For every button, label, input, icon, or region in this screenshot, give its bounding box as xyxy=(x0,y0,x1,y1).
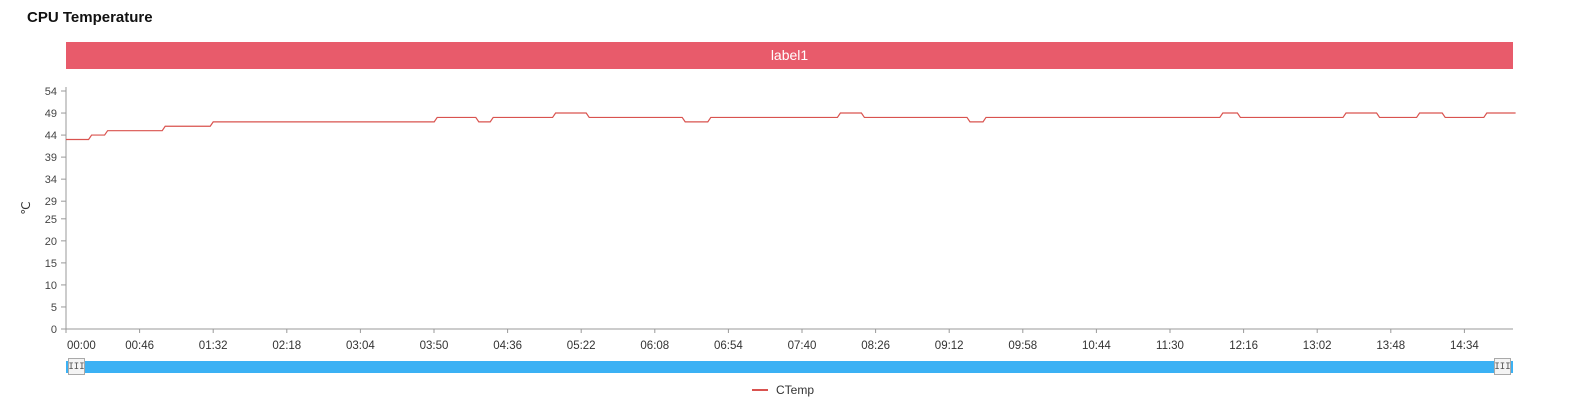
x-tick-label: 06:08 xyxy=(640,340,669,352)
x-tick-label: 00:46 xyxy=(125,340,154,352)
series-line-ctemp xyxy=(66,112,1516,141)
x-tick-label: 02:18 xyxy=(272,340,301,352)
zoom-slider-left-handle[interactable]: III xyxy=(68,358,85,375)
x-tick-label: 14:34 xyxy=(1450,340,1479,352)
x-tick-label: 07:40 xyxy=(788,340,817,352)
y-tick-label: 29 xyxy=(45,196,57,208)
y-axis-label: ℃ xyxy=(19,201,33,214)
x-tick-label: 06:54 xyxy=(714,340,743,352)
x-tick-label: 00:00 xyxy=(67,340,96,352)
legend-label-ctemp: CTemp xyxy=(776,383,815,397)
chart-legend[interactable]: CTemp xyxy=(752,383,814,397)
x-tick-label: 01:32 xyxy=(199,340,228,352)
y-tick-label: 20 xyxy=(45,236,57,248)
legend-swatch-ctemp xyxy=(752,389,768,391)
x-tick-label: 08:26 xyxy=(861,340,890,352)
x-tick-label: 11:30 xyxy=(1156,340,1184,352)
y-tick-label: 54 xyxy=(45,86,57,98)
y-axis: 0 5 10 15 20 25 29 34 39 44 49 54 xyxy=(45,86,67,336)
x-tick-label: 03:04 xyxy=(346,340,375,352)
x-tick-label: 13:48 xyxy=(1376,340,1405,352)
x-tick-label: 10:44 xyxy=(1082,340,1111,352)
x-tick-label: 04:36 xyxy=(493,340,522,352)
zoom-slider[interactable]: III III xyxy=(66,358,1513,375)
x-tick-label: 13:02 xyxy=(1303,340,1332,352)
y-tick-label: 25 xyxy=(45,214,57,226)
y-tick-label: 5 xyxy=(51,302,57,314)
x-tick-label: 12:16 xyxy=(1229,340,1258,352)
y-tick-label: 44 xyxy=(45,130,57,142)
x-tick-label: 09:58 xyxy=(1008,340,1037,352)
y-tick-label: 0 xyxy=(51,324,57,336)
y-tick-label: 49 xyxy=(45,108,57,120)
x-tick-label: 09:12 xyxy=(935,340,964,352)
x-tick-label: 03:50 xyxy=(420,340,449,352)
series-layer xyxy=(66,112,1516,141)
y-tick-label: 39 xyxy=(45,152,57,164)
chart-label-banner: label1 xyxy=(66,42,1513,69)
zoom-slider-track[interactable] xyxy=(66,361,1513,373)
y-tick-label: 15 xyxy=(45,258,57,270)
y-tick-label: 10 xyxy=(45,280,57,292)
zoom-slider-right-handle[interactable]: III xyxy=(1494,358,1511,375)
y-tick-label: 34 xyxy=(45,174,57,186)
x-tick-label: 05:22 xyxy=(567,340,596,352)
chart-title: CPU Temperature xyxy=(27,9,153,26)
x-axis: 00:00 00:46 01:32 02:18 03:04 03:50 04:36 05:22… xyxy=(65,328,1513,352)
